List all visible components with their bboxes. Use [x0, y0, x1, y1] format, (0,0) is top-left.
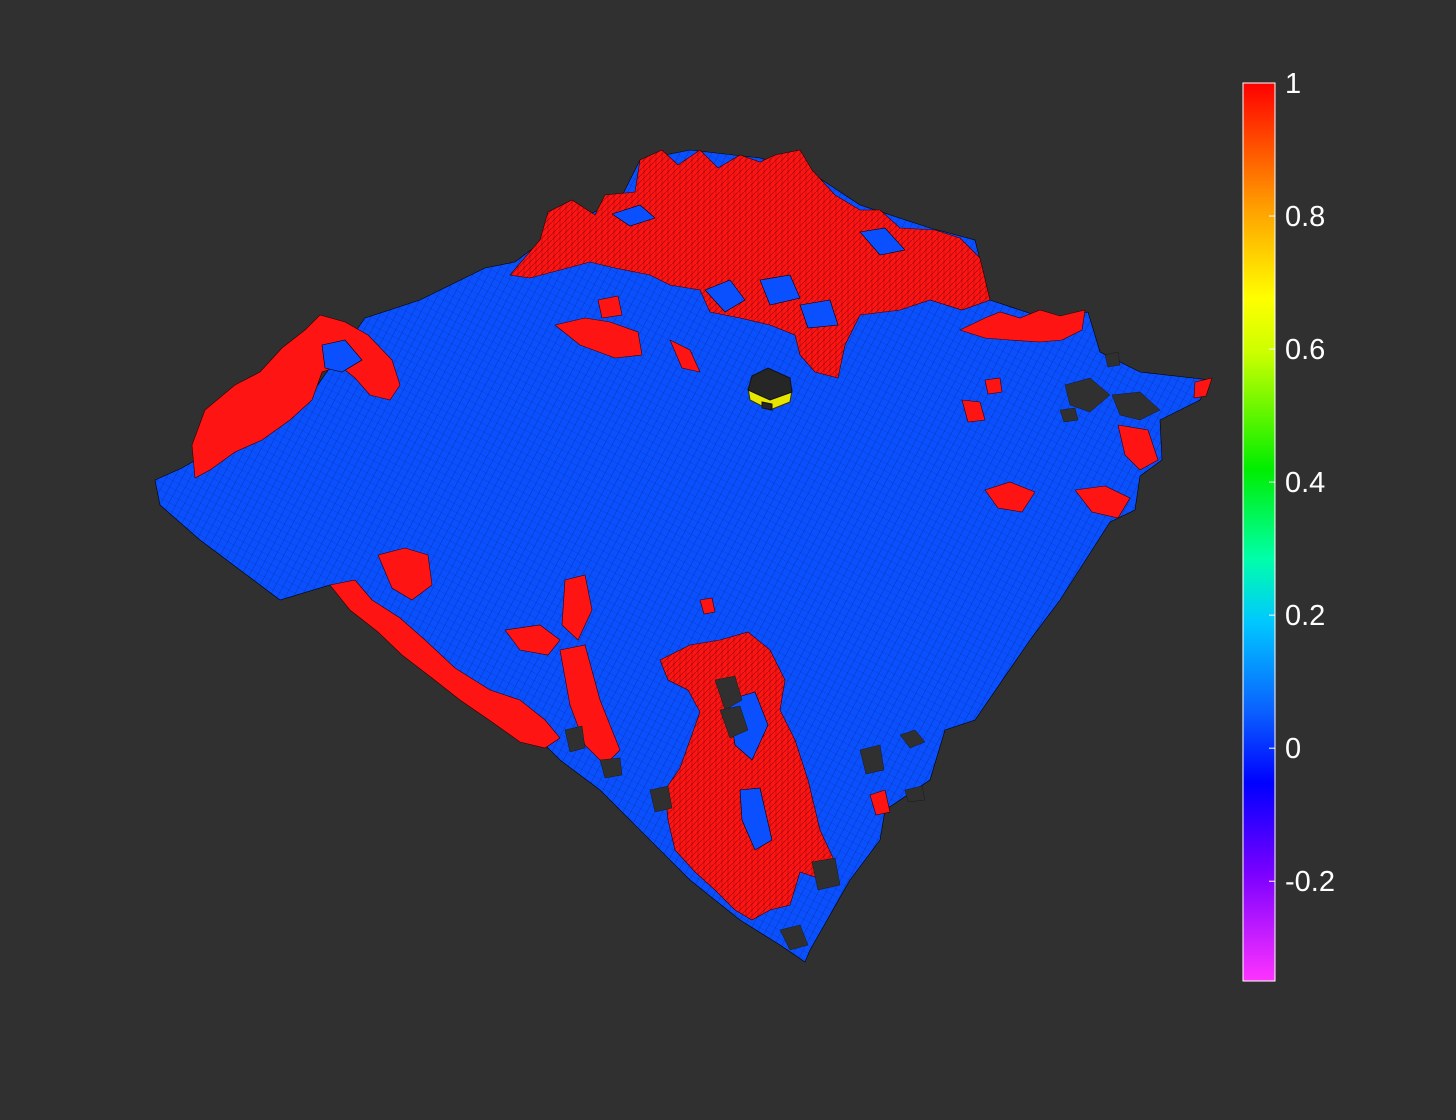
- obstacle-region: [559, 644, 621, 766]
- colorbar-tick-label: 1: [1285, 68, 1301, 100]
- hole: [859, 744, 885, 775]
- obstacle-region: [377, 547, 433, 601]
- hole: [1059, 407, 1079, 423]
- colorbar-tick-label: 0.6: [1285, 334, 1325, 366]
- surface-patch: [859, 227, 906, 256]
- surface-mesh: [155, 150, 1210, 962]
- surface-patch: [759, 274, 801, 306]
- hole: [719, 705, 749, 739]
- colorbar-tick-label: 0.8: [1285, 201, 1325, 233]
- obstacle-region: [597, 295, 623, 319]
- hole: [1111, 391, 1161, 421]
- hole: [904, 785, 926, 803]
- hole: [1064, 377, 1111, 413]
- obstacle-region: [699, 597, 716, 615]
- hole: [599, 757, 623, 779]
- obstacle-region: [961, 399, 986, 423]
- surface-patch: [704, 279, 746, 313]
- colorbar-tick-label: 0: [1285, 733, 1301, 765]
- colorbar-tick-label: 0.2: [1285, 600, 1325, 632]
- obstacle-region: [561, 574, 593, 641]
- obstacle-region: [1117, 424, 1159, 471]
- obstacle-region: [984, 377, 1003, 395]
- robot-body: [747, 367, 793, 401]
- colorbar: 1 0.8 0.6 0.4 0.2 0 -0.2: [1242, 68, 1335, 982]
- colorbar-tick-label: 0.4: [1285, 467, 1325, 499]
- obstacle-region-bottom-mesh: [660, 632, 835, 920]
- obstacle-region: [1074, 485, 1131, 519]
- obstacle-region: [554, 317, 643, 359]
- obstacle-region: [1193, 377, 1213, 399]
- robot-vehicle: [747, 367, 793, 411]
- obstacle-region: [869, 789, 891, 816]
- hole: [779, 924, 809, 951]
- hole: [649, 785, 673, 813]
- obstacle-region: [504, 624, 561, 656]
- colorbar-ticks: 1 0.8 0.6 0.4 0.2 0 -0.2: [1269, 68, 1335, 898]
- missing-data-holes: [564, 351, 1161, 951]
- obstacle-region: [984, 481, 1036, 513]
- obstacle-region-bottom-left: [329, 579, 561, 749]
- surface-patch: [739, 787, 773, 851]
- surface-patch: [611, 204, 656, 227]
- hole: [714, 675, 743, 711]
- obstacle-region: [669, 339, 701, 373]
- obstacle-regions: [191, 149, 1213, 921]
- hole: [811, 857, 841, 891]
- hole: [1104, 351, 1121, 368]
- hole: [899, 729, 926, 749]
- surface-patch: [799, 299, 839, 329]
- robot-wheel: [761, 401, 773, 411]
- colorbar-gradient: [1242, 82, 1276, 982]
- obstacle-region-top-mesh: [510, 150, 990, 378]
- hole: [564, 725, 586, 753]
- obstacle-region-right: [959, 309, 1086, 343]
- surface-patch: [321, 339, 363, 373]
- colorbar-tick-label: -0.2: [1285, 866, 1335, 898]
